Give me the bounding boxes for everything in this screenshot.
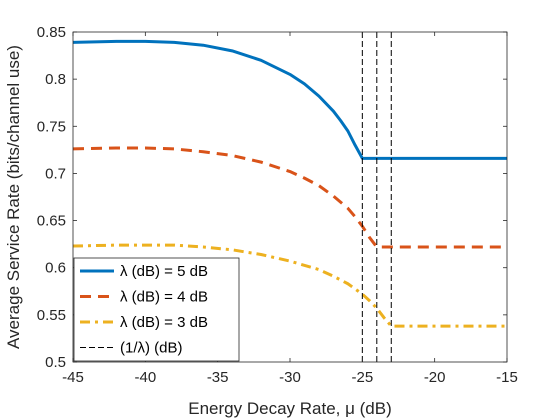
x-tick-label: -35 — [207, 369, 229, 386]
x-axis-label: Energy Decay Rate, μ (dB) — [188, 399, 392, 418]
y-tick-label: 0.5 — [45, 354, 66, 371]
y-tick-label: 0.6 — [45, 260, 66, 277]
series-line-3 — [72, 243, 507, 328]
y-axis-label: Average Service Rate (bits/channel use) — [4, 45, 23, 349]
series-line-2 — [72, 146, 507, 249]
x-tick-label: -15 — [496, 369, 518, 386]
legend-box — [73, 257, 240, 362]
y-tick-label: 0.65 — [37, 213, 66, 230]
x-tick-label: -40 — [134, 369, 156, 386]
series-layer — [72, 39, 507, 328]
y-tick-label: 0.75 — [37, 118, 66, 135]
x-tick-label: -25 — [351, 369, 373, 386]
x-tick-label: -45 — [62, 369, 84, 386]
y-tick-label: 0.85 — [37, 24, 66, 41]
x-axis-ticks: -45 -40 -35 -30 -25 -20 -15 — [62, 32, 518, 386]
legend-items: λ (dB) = 5 dB λ (dB) = 4 dB λ (dB) = 3 dB (… — [80, 263, 208, 357]
legend-label-1: λ (dB) = 5 dB — [120, 263, 208, 280]
legend-label-3: λ (dB) = 3 dB — [120, 314, 208, 331]
x-tick-label: -30 — [279, 369, 301, 386]
series-line-1 — [72, 39, 507, 160]
legend: λ (dB) = 5 dB λ (dB) = 4 dB λ (dB) = 3 dB (… — [73, 257, 240, 362]
y-axis-ticks: 0.5 0.55 0.6 0.65 0.7 0.75 0.8 0.85 — [37, 24, 507, 371]
y-tick-label: 0.55 — [37, 307, 66, 324]
y-tick-label: 0.8 — [45, 71, 66, 88]
legend-label-4: (1/λ) (dB) — [120, 340, 183, 357]
legend-label-2: λ (dB) = 4 dB — [120, 289, 208, 306]
y-tick-label: 0.7 — [45, 165, 66, 182]
x-tick-label: -20 — [424, 369, 446, 386]
reference-lines — [361, 32, 392, 362]
